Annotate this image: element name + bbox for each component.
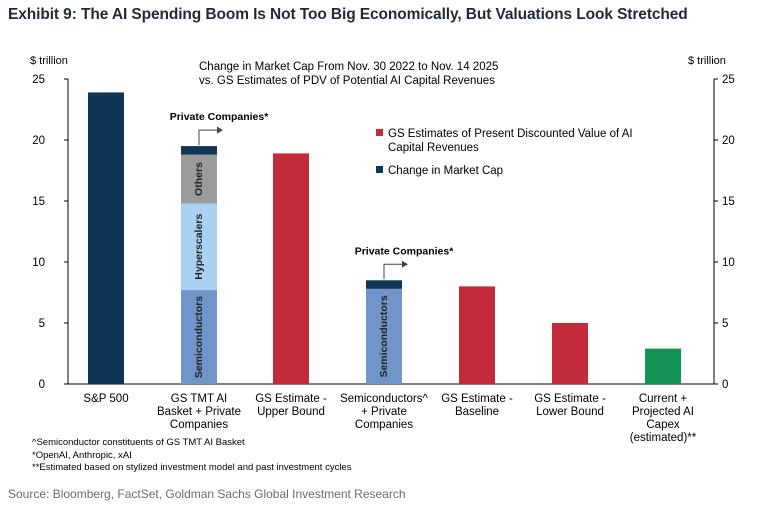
footnote: **Estimated based on stylized investment… [32,462,352,473]
y-tick-label-right: 5 [722,318,728,330]
x-tick-label: Companies [170,419,228,431]
legend-label: Change in Market Cap [388,165,503,177]
bar-segment [181,290,217,384]
chart-axes: 0 0 5 5 10 10 15 15 20 20 25 25 [32,74,735,391]
source-note: Source: Bloomberg, FactSet, Goldman Sach… [8,487,406,501]
y-tick-label-right: 10 [722,257,735,269]
annotation-label: Private Companies* [355,245,455,257]
bar-segment [88,92,124,385]
x-tick-label: GS Estimate - [255,393,327,405]
y-tick-label-left: 0 [39,379,45,391]
bar-segment [645,348,681,384]
y-tick-label-right: 0 [722,379,728,391]
x-tick-label: (estimated)** [630,432,697,444]
bar-segment [552,323,588,384]
legend-swatch [376,166,383,173]
bar-segment [181,154,217,204]
x-tick-label: Semiconductors^ [340,393,428,405]
y-tick-label-right: 15 [722,196,735,208]
exhibit-title: Exhibit 9: The AI Spending Boom Is Not T… [8,6,688,23]
x-tick-label: Baseline [455,406,499,418]
chart-title: Change in Market Cap From Nov. 30 2022 t… [199,61,498,73]
annotation-label: Private Companies* [170,111,270,123]
x-tick-label: Current + [639,393,688,405]
legend-label: GS Estimates of Present Discounted Value… [388,128,633,140]
x-tick-label: Basket + Private [157,406,241,418]
segment-label: Semiconductors [193,296,205,378]
x-tick-label: Upper Bound [257,406,325,418]
legend-label-line2: Capital Revenues [388,142,479,154]
annotation-arrow [217,126,223,134]
x-tick-label: GS Estimate - [534,393,606,405]
segment-label: Others [193,162,205,196]
y-tick-label-right: 20 [722,135,735,147]
legend-swatch [376,129,383,136]
x-tick-label: GS TMT AI [171,393,227,405]
bar-segment [366,288,402,384]
footnotes: ^Semiconductor constituents of GS TMT AI… [32,437,351,475]
y-tick-label-right: 25 [722,74,735,86]
bar-segment [181,203,217,291]
x-tick-label: S&P 500 [83,393,128,405]
footnote: *OpenAI, Anthropic, xAI [32,449,132,461]
bar-segment [459,286,495,384]
segment-label: Semiconductors [378,295,390,377]
y-axis-label-left: $ trillion [30,55,68,67]
bar-segment [366,280,402,289]
x-tick-label: Projected AI [632,406,694,418]
x-tick-label: + Private [361,406,407,418]
y-tick-label-left: 5 [39,318,45,330]
chart-bars [88,92,681,385]
x-tick-label: Capex [646,419,679,431]
x-tick-label: Lower Bound [536,406,604,418]
annotation-connector [198,129,218,146]
bar-segment [181,146,217,155]
segment-label: Hyperscalers [193,214,205,280]
annotation-connector [383,263,403,280]
y-tick-label-left: 20 [32,135,45,147]
y-axis-label-right: $ trillion [688,55,726,67]
bar-segment [273,153,309,384]
y-tick-label-left: 10 [32,257,45,269]
y-tick-label-left: 15 [32,196,45,208]
chart-subtitle: vs. GS Estimates of PDV of Potential AI … [199,75,495,87]
x-tick-label: Companies [355,419,413,431]
footnote: ^Semiconductor constituents of GS TMT AI… [32,437,245,448]
x-tick-label: GS Estimate - [441,393,513,405]
y-tick-label-left: 25 [32,74,45,86]
annotation-arrow [402,260,408,268]
chart-labels: $ trillion $ trillion Change in Market Cap… [30,55,726,444]
